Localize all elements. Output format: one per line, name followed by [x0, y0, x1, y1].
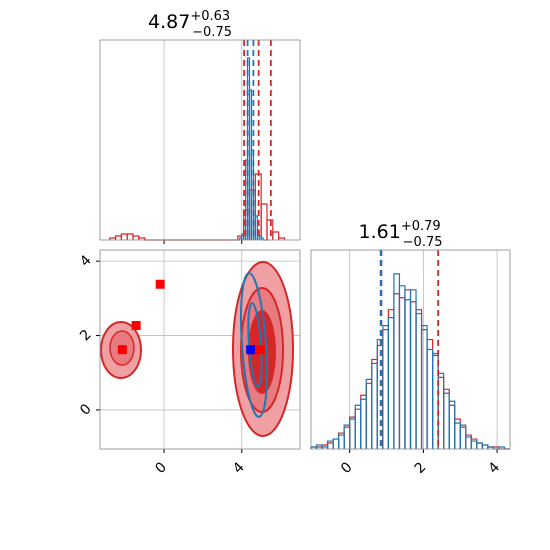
- histogram-bin: [393, 273, 401, 449]
- marker: [246, 345, 256, 355]
- x-tick-label: 0: [152, 459, 170, 477]
- histogram-bin: [382, 329, 389, 449]
- histogram-bin: [481, 444, 489, 449]
- histogram-bin: [476, 442, 483, 449]
- panel-frame: [99, 39, 301, 241]
- histogram-bin: [343, 424, 351, 449]
- histogram-bin: [326, 440, 334, 449]
- marker: [155, 279, 165, 289]
- histogram-bin: [354, 408, 362, 449]
- histogram-bin: [278, 237, 286, 240]
- histogram-bin: [266, 219, 274, 240]
- histogram-bin: [354, 404, 362, 449]
- histogram-bin: [470, 440, 478, 449]
- histogram-bin: [349, 416, 356, 449]
- histogram-bin: [272, 231, 280, 240]
- title-minus: −0.75: [192, 25, 232, 40]
- grid: [349, 250, 498, 449]
- histogram-bin: [409, 289, 417, 449]
- histogram-bin: [371, 358, 378, 449]
- histogram-bin: [387, 309, 395, 449]
- histogram-bin: [114, 235, 122, 240]
- histogram-bin: [404, 289, 412, 449]
- histogram-bin: [332, 438, 340, 449]
- histogram-bin: [338, 434, 345, 449]
- histogram-bin: [349, 418, 356, 449]
- marker: [256, 345, 266, 355]
- histogram-bin: [393, 293, 401, 449]
- histogram-bin: [420, 325, 428, 449]
- marker: [131, 321, 141, 331]
- title-plus: +0.63: [190, 9, 230, 24]
- histogram-bin: [448, 404, 456, 449]
- histogram-bin: [420, 329, 428, 449]
- histogram-bin: [254, 215, 258, 240]
- histogram-bin: [404, 299, 412, 449]
- histogram-bin: [343, 426, 351, 449]
- histogram-bin: [360, 394, 367, 449]
- x-tick-label: 0: [338, 459, 356, 477]
- histogram-bin: [126, 233, 134, 240]
- title-plus: +0.79: [401, 219, 441, 234]
- histogram-bin: [459, 426, 467, 449]
- grid: [163, 40, 243, 240]
- histogram-bin: [426, 348, 434, 449]
- histogram-bin: [498, 446, 506, 449]
- panel-frame: [310, 249, 511, 450]
- histogram-bin: [260, 237, 264, 240]
- title-minus: −0.75: [403, 235, 443, 250]
- histogram-bin: [454, 422, 461, 449]
- panel-title: 1.61+0.79 −0.75: [359, 219, 443, 250]
- histogram-bin: [326, 442, 334, 449]
- histogram-bin: [132, 235, 140, 240]
- histogram-bin: [448, 400, 456, 449]
- histogram-bin: [443, 388, 450, 449]
- histogram-bin: [459, 424, 467, 449]
- histogram-bin: [120, 233, 128, 240]
- histogram-bin: [365, 382, 373, 449]
- histogram-bin: [415, 309, 423, 449]
- x-tick-label: 4: [230, 459, 248, 477]
- histogram-bin: [365, 378, 373, 449]
- histogram-bin: [443, 392, 450, 449]
- histogram-bin: [360, 398, 367, 449]
- histogram-bin: [398, 285, 406, 449]
- y-tick-label: 0: [77, 401, 95, 419]
- panel-title: 4.87+0.63 −0.75: [148, 9, 232, 40]
- histogram-bin: [415, 313, 423, 449]
- histogram-bin: [487, 446, 495, 449]
- marker: [117, 345, 127, 355]
- histogram-bin: [426, 338, 434, 449]
- x-tick-label: 4: [485, 459, 503, 477]
- histogram-bin: [409, 301, 417, 449]
- y-tick-label: 4: [77, 252, 95, 270]
- histogram-bin: [332, 438, 340, 449]
- histogram-bin: [248, 189, 256, 240]
- title-value: 1.61: [359, 221, 401, 243]
- x-tick-label: 2: [412, 459, 430, 477]
- histogram-bin: [476, 442, 483, 449]
- histogram-bin: [371, 362, 378, 449]
- y-tick-label: 2: [77, 327, 95, 345]
- histogram-bin: [138, 237, 146, 240]
- histogram-bin: [465, 436, 472, 449]
- histogram-bin: [398, 297, 406, 449]
- title-value: 4.87: [148, 11, 190, 33]
- histogram-bin: [260, 203, 268, 240]
- panel-frame: [99, 249, 301, 450]
- contour-blue: [240, 272, 268, 418]
- histogram-bin: [387, 317, 395, 449]
- histogram-bin: [382, 325, 389, 449]
